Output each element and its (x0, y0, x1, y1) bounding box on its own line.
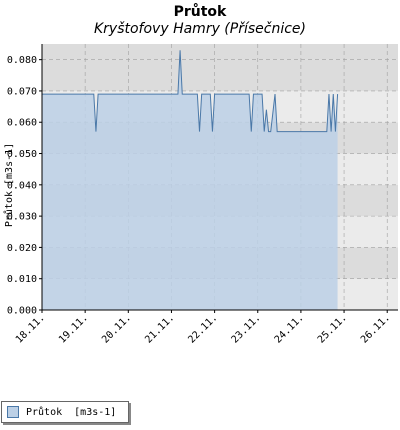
x-tick-label: 18.11. (14, 312, 47, 345)
x-tick-label: 20.11. (100, 312, 133, 345)
chart-title: Průtok (173, 4, 227, 20)
plot-band (42, 44, 398, 60)
y-tick-label: 0.060 (7, 118, 37, 129)
legend-swatch (7, 406, 19, 418)
y-tick-label: 0.030 (7, 212, 37, 223)
y-axis-ticks: 0.000 0.010 0.020 0.030 0.040 0.050 0.060 0.070… (7, 55, 42, 317)
y-tick-label: 0.010 (7, 274, 37, 285)
chart-subtitle: Kryštofovy Hamry (Přísečnice) (93, 21, 306, 37)
y-tick-label: 0.040 (7, 180, 37, 191)
axes (41, 44, 398, 311)
y-tick-label: 0.080 (7, 55, 37, 66)
x-tick-label: 21.11. (143, 312, 176, 345)
plot-band (42, 59, 398, 91)
x-tick-label: 24.11. (273, 312, 306, 345)
series-fill (42, 50, 338, 311)
series-area (42, 50, 339, 311)
y-tick-label: 0.050 (7, 149, 37, 160)
y-tick-label: 0.020 (7, 243, 37, 254)
y-tick-label: 0.070 (7, 86, 37, 97)
x-tick-label: 19.11. (57, 312, 90, 345)
x-tick-label: 23.11. (230, 312, 263, 345)
x-tick-label: 22.11. (186, 312, 219, 345)
legend-label: Průtok [m3s-1] (26, 406, 117, 418)
legend: Průtok [m3s-1] (1, 401, 129, 423)
y-tick-label: 0.000 (7, 306, 37, 317)
x-axis-ticks: 18.11. 19.11. 20.11. 21.11. 22.11. 23.11. 24.1… (14, 310, 392, 346)
chart-canvas: 0.000 0.010 0.020 0.030 0.040 0.050 0.060 0.070… (3, 44, 398, 346)
x-tick-label: 26.11. (359, 312, 392, 345)
series-line (42, 50, 339, 133)
x-tick-label: 25.11. (316, 312, 349, 345)
y-axis-title: Průtok [m3s-1] (3, 143, 15, 227)
